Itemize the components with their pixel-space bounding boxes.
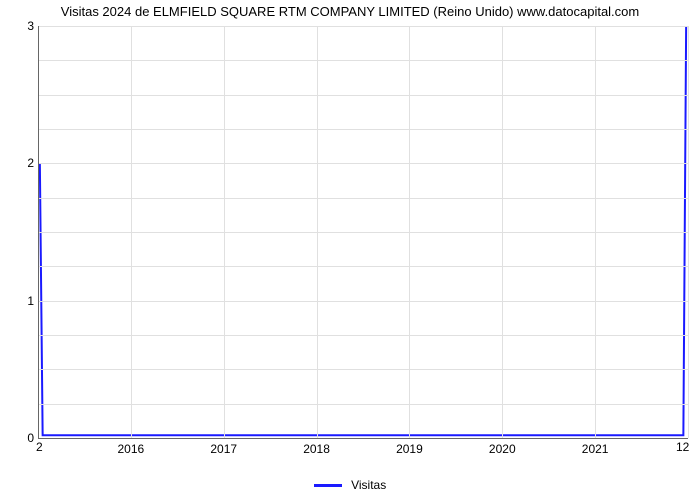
- hgrid-major: [38, 163, 688, 164]
- hgrid-minor: [38, 232, 688, 233]
- corner-label-right: 12: [676, 440, 689, 454]
- legend-swatch: [314, 484, 342, 487]
- legend: Visitas: [0, 478, 700, 492]
- vgrid: [502, 26, 503, 438]
- y-axis-line: [38, 26, 39, 438]
- vgrid: [317, 26, 318, 438]
- chart-container: Visitas 2024 de ELMFIELD SQUARE RTM COMP…: [0, 0, 700, 500]
- ytick-label: 2: [4, 156, 34, 170]
- vgrid: [224, 26, 225, 438]
- hgrid-minor: [38, 198, 688, 199]
- plot-area: [38, 26, 688, 438]
- series-line: [40, 26, 686, 435]
- hgrid-major: [38, 26, 688, 27]
- hgrid-minor: [38, 60, 688, 61]
- x-axis-line: [38, 438, 688, 439]
- ytick-label: 3: [4, 19, 34, 33]
- corner-label-left: 2: [36, 440, 43, 454]
- hgrid-minor: [38, 95, 688, 96]
- xtick-label: 2017: [210, 442, 237, 456]
- vgrid: [688, 26, 689, 438]
- vgrid: [131, 26, 132, 438]
- hgrid-minor: [38, 266, 688, 267]
- xtick-label: 2019: [396, 442, 423, 456]
- hgrid-minor: [38, 335, 688, 336]
- xtick-label: 2018: [303, 442, 330, 456]
- hgrid-minor: [38, 129, 688, 130]
- chart-title: Visitas 2024 de ELMFIELD SQUARE RTM COMP…: [0, 4, 700, 19]
- xtick-label: 2021: [582, 442, 609, 456]
- hgrid-minor: [38, 404, 688, 405]
- vgrid: [409, 26, 410, 438]
- xtick-label: 2020: [489, 442, 516, 456]
- hgrid-major: [38, 301, 688, 302]
- vgrid: [595, 26, 596, 438]
- hgrid-minor: [38, 369, 688, 370]
- legend-label: Visitas: [351, 478, 386, 492]
- ytick-label: 1: [4, 294, 34, 308]
- xtick-label: 2016: [117, 442, 144, 456]
- ytick-label: 0: [4, 431, 34, 445]
